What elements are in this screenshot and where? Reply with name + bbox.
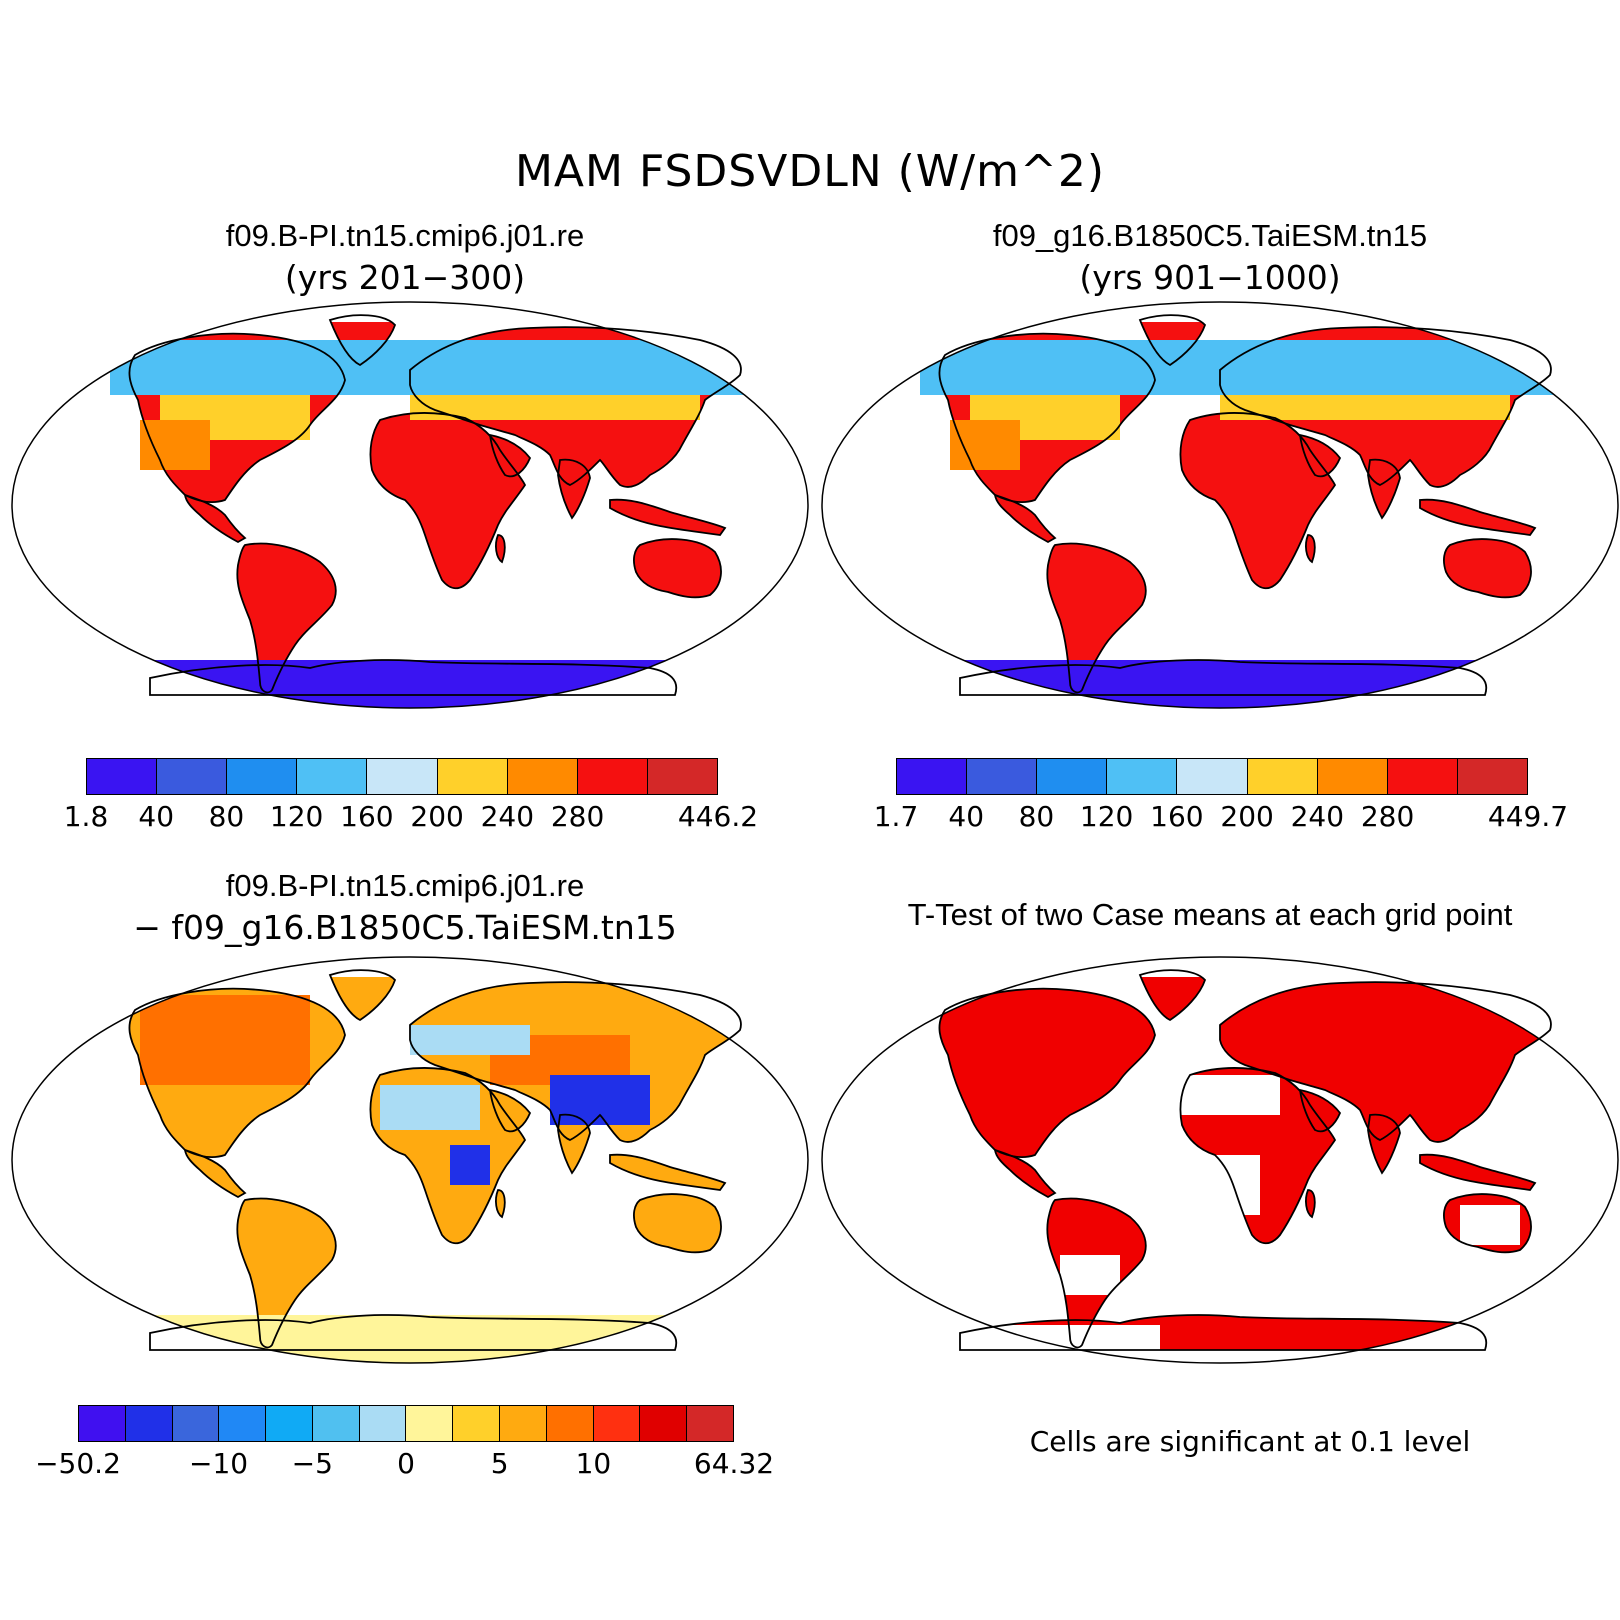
colorbar-tick-label: 240: [1290, 800, 1345, 833]
colorbar-swatch: [227, 759, 298, 794]
panel1-subtitle: (yrs 201−300): [284, 258, 526, 297]
colorbar-swatch: [219, 1406, 267, 1441]
colorbar-swatch: [297, 759, 368, 794]
colorbar-swatch: [687, 1406, 733, 1441]
colorbar-panel-2: [896, 758, 1528, 795]
colorbar-tick-label: 280: [550, 800, 605, 833]
colorbar-swatch: [453, 1406, 501, 1441]
map-panel-3: [11, 956, 809, 1364]
colorbar-tick-label: 160: [1150, 800, 1204, 833]
colorbar-swatch: [1387, 759, 1458, 794]
colorbar-tick-label: 160: [340, 800, 394, 833]
colorbar-swatch: [312, 1406, 360, 1441]
map-panel-2: [821, 301, 1619, 709]
colorbar-swatch: [1177, 759, 1248, 794]
panel1-title: f09.B-PI.tn15.cmip6.j01.re: [225, 218, 585, 253]
colorbar-tick-label: 446.2: [677, 800, 759, 833]
significance-note: Cells are significant at 0.1 level: [1029, 1425, 1471, 1458]
colorbar-swatch: [266, 1406, 313, 1441]
colorbar-tick-label: −5: [291, 1447, 333, 1480]
colorbar-tick-label: 1.7: [873, 800, 919, 833]
colorbar-tick-label: 1.8: [63, 800, 109, 833]
colorbar-swatch: [897, 759, 968, 794]
colorbar-swatch: [79, 1406, 126, 1441]
colorbar-tick-label: 280: [1360, 800, 1415, 833]
map-panel-1: [11, 301, 809, 709]
panel2-title: f09_g16.B1850C5.TaiESM.tn15: [992, 218, 1428, 253]
colorbar-swatch: [1037, 759, 1108, 794]
colorbar-swatch: [157, 759, 228, 794]
colorbar-tick-label: 449.7: [1487, 800, 1569, 833]
colorbar-panel-1: [86, 758, 718, 795]
colorbar-tick-label: 240: [480, 800, 535, 833]
colorbar-swatch: [1247, 759, 1318, 794]
colorbar-tick-label: 0: [397, 1447, 415, 1480]
panel3-subtitle: − f09_g16.B1850C5.TaiESM.tn15: [133, 908, 677, 947]
colorbar-swatch: [507, 759, 578, 794]
colorbar-swatch: [640, 1406, 688, 1441]
colorbar-swatch: [125, 1406, 173, 1441]
colorbar-tick-label: −10: [189, 1447, 249, 1480]
colorbar-swatch: [577, 759, 648, 794]
colorbar-tick-label: 40: [138, 800, 175, 833]
colorbar-tick-label: 120: [269, 800, 324, 833]
colorbar-tick-label: 80: [1018, 800, 1055, 833]
colorbar-tick-label: 200: [1220, 800, 1274, 833]
colorbar-swatch: [1457, 759, 1527, 794]
panel2-subtitle: (yrs 901−1000): [1079, 258, 1341, 297]
map-panel-4: [821, 956, 1619, 1364]
colorbar-swatch: [172, 1406, 220, 1441]
colorbar-tick-label: 5: [490, 1447, 509, 1480]
colorbar-swatch: [437, 759, 508, 794]
colorbar-swatch: [406, 1406, 454, 1441]
colorbar-swatch: [359, 1406, 407, 1441]
colorbar-swatch: [367, 759, 438, 794]
colorbar-panel-3: [78, 1405, 734, 1442]
colorbar-swatch: [546, 1406, 594, 1441]
colorbar-tick-label: 40: [948, 800, 985, 833]
colorbar-tick-label: −50.2: [35, 1447, 121, 1480]
colorbar-swatch: [500, 1406, 547, 1441]
colorbar-swatch: [593, 1406, 641, 1441]
figure-title: MAM FSDSVDLN (W/m^2): [514, 146, 1106, 197]
panel3-title: f09.B-PI.tn15.cmip6.j01.re: [225, 868, 585, 903]
colorbar-swatch: [1107, 759, 1178, 794]
colorbar-swatch: [1317, 759, 1388, 794]
colorbar-tick-label: 80: [208, 800, 245, 833]
panel4-title: T-Test of two Case means at each grid po…: [907, 897, 1513, 932]
colorbar-tick-label: 64.32: [693, 1447, 775, 1480]
colorbar-tick-label: 10: [575, 1447, 612, 1480]
colorbar-tick-label: 200: [410, 800, 464, 833]
colorbar-swatch: [647, 759, 717, 794]
colorbar-swatch: [967, 759, 1038, 794]
colorbar-swatch: [87, 759, 158, 794]
colorbar-tick-label: 120: [1079, 800, 1134, 833]
